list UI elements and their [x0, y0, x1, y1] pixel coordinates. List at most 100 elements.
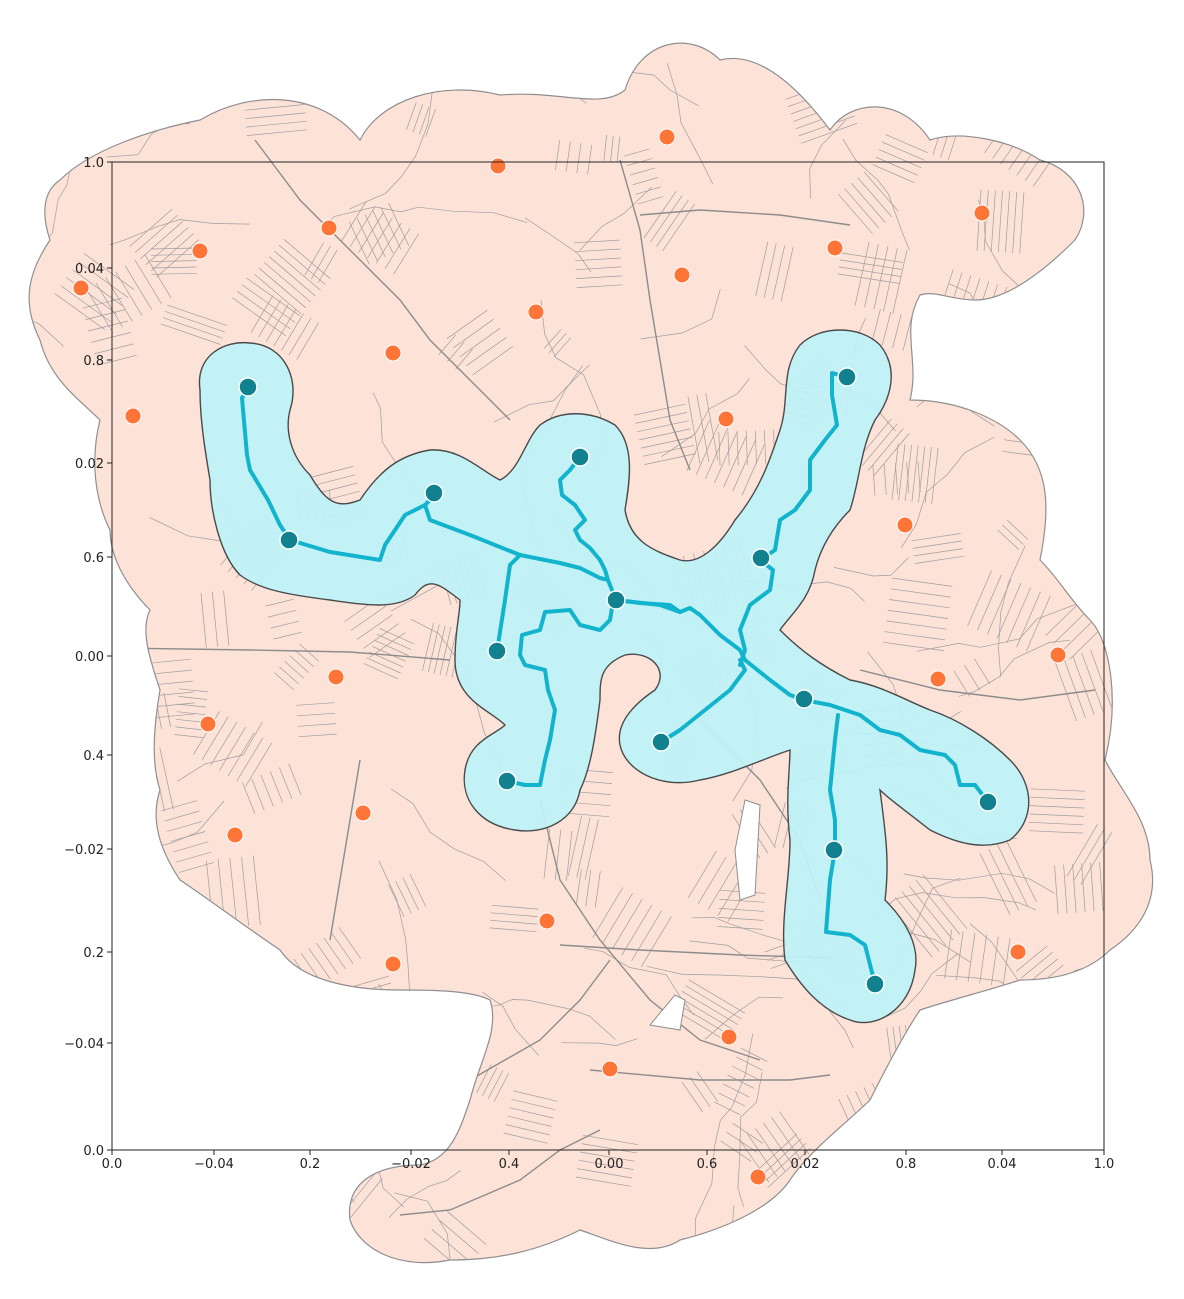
- street-segment: [258, 299, 282, 338]
- station-marker: [751, 548, 771, 568]
- station-marker: [279, 530, 299, 550]
- y-tick-label: 0.6: [83, 551, 104, 566]
- street-segment: [72, 269, 123, 307]
- street-segment: [966, 356, 1019, 390]
- street-segment: [66, 691, 110, 897]
- street-segment: [83, 253, 135, 290]
- street-segment: [158, 995, 186, 1004]
- street-segment: [1081, 142, 1092, 174]
- street-segment: [288, 317, 312, 356]
- street-segment: [964, 664, 981, 691]
- street-segment: [298, 733, 337, 738]
- street-segment: [348, 221, 370, 265]
- street-segment: [29, 303, 64, 347]
- street-segment: [343, 1029, 376, 1067]
- street-segment: [156, 989, 185, 998]
- poi-marker: [354, 804, 372, 822]
- street-segment: [482, 1067, 498, 1096]
- street-segment: [159, 747, 174, 810]
- street-segment: [736, 1056, 764, 1071]
- street-segment: [996, 583, 1022, 639]
- street-segment: [984, 324, 1020, 330]
- street-segment: [916, 293, 1072, 408]
- street-segment: [358, 211, 384, 253]
- street-segment: [317, 1006, 351, 1044]
- street-segment: [26, 449, 27, 514]
- street-segment: [29, 144, 76, 307]
- street-segment: [650, 195, 683, 243]
- street-segment: [323, 937, 346, 970]
- street-segment: [283, 1086, 319, 1131]
- street-segment: [161, 800, 197, 812]
- street-segment: [731, 1065, 759, 1080]
- y-tick-label: 0.2: [83, 946, 104, 961]
- street-segment: [960, 365, 1013, 399]
- street-segment: [503, 1132, 548, 1144]
- street-segment: [838, 193, 873, 234]
- street-segment: [994, 102, 1049, 111]
- street-segment: [176, 718, 205, 723]
- street-segment: [131, 1106, 188, 1109]
- street-segment: [573, 239, 620, 244]
- poi-marker: [826, 239, 844, 257]
- street-segment: [915, 880, 961, 935]
- major-road: [619, 159, 691, 471]
- street-segment: [264, 262, 311, 303]
- street-segment: [192, 1042, 331, 1082]
- street-segment: [801, 122, 858, 144]
- street-segment: [1063, 864, 1068, 914]
- route-south-center: [505, 606, 614, 787]
- street-segment: [398, 1072, 431, 1103]
- street-segment: [201, 716, 229, 761]
- street-segment: [242, 1072, 272, 1181]
- street-segment: [975, 1008, 1022, 1028]
- poi-markers: [72, 128, 1067, 1186]
- street-segment: [990, 190, 996, 252]
- street-segment: [198, 1083, 235, 1130]
- street-segment: [446, 1210, 487, 1245]
- poi-marker: [226, 826, 244, 844]
- street-segment: [299, 643, 320, 662]
- street-segment: [632, 177, 658, 186]
- street-segment: [995, 113, 1051, 121]
- x-tick-label: −0.04: [194, 1157, 234, 1172]
- street-segment: [151, 253, 197, 256]
- street-segment: [736, 431, 739, 466]
- street-segment: [1092, 139, 1103, 171]
- street-segment: [1045, 603, 1079, 636]
- street-segment: [310, 466, 354, 478]
- street-segment: [687, 396, 701, 464]
- street-segment: [602, 893, 633, 944]
- street-segment: [94, 343, 134, 355]
- street-segment: [466, 337, 507, 367]
- street-segment: [349, 82, 434, 210]
- street-segment: [611, 899, 643, 950]
- street-segment: [763, 243, 777, 298]
- street-segment: [732, 440, 756, 492]
- street-segment: [861, 1118, 983, 1138]
- street-segment: [91, 332, 131, 343]
- y-tick-label: −0.02: [64, 843, 104, 858]
- street-segment: [745, 430, 748, 465]
- street-segment: [402, 877, 419, 911]
- y-tick-label: 1.0: [83, 156, 104, 171]
- street-segment: [780, 247, 794, 302]
- street-segment: [764, 430, 767, 465]
- street-segment: [924, 447, 932, 504]
- station-markers: [238, 367, 998, 994]
- street-segment: [372, 210, 394, 254]
- street-segment: [911, 445, 919, 502]
- street-segment: [289, 655, 310, 673]
- street-segment: [581, 1143, 637, 1154]
- street-segment: [266, 1100, 302, 1145]
- street-segment: [388, 884, 405, 918]
- street-segment: [151, 266, 197, 269]
- street-segment: [364, 1064, 409, 1102]
- street-segment: [640, 289, 721, 340]
- street-segment: [356, 614, 393, 640]
- street-segment: [638, 196, 664, 205]
- street-segment: [250, 295, 274, 333]
- x-axis-ticks: [111, 1150, 1105, 1155]
- street-segment: [1005, 191, 1010, 253]
- street-segment: [837, 273, 900, 284]
